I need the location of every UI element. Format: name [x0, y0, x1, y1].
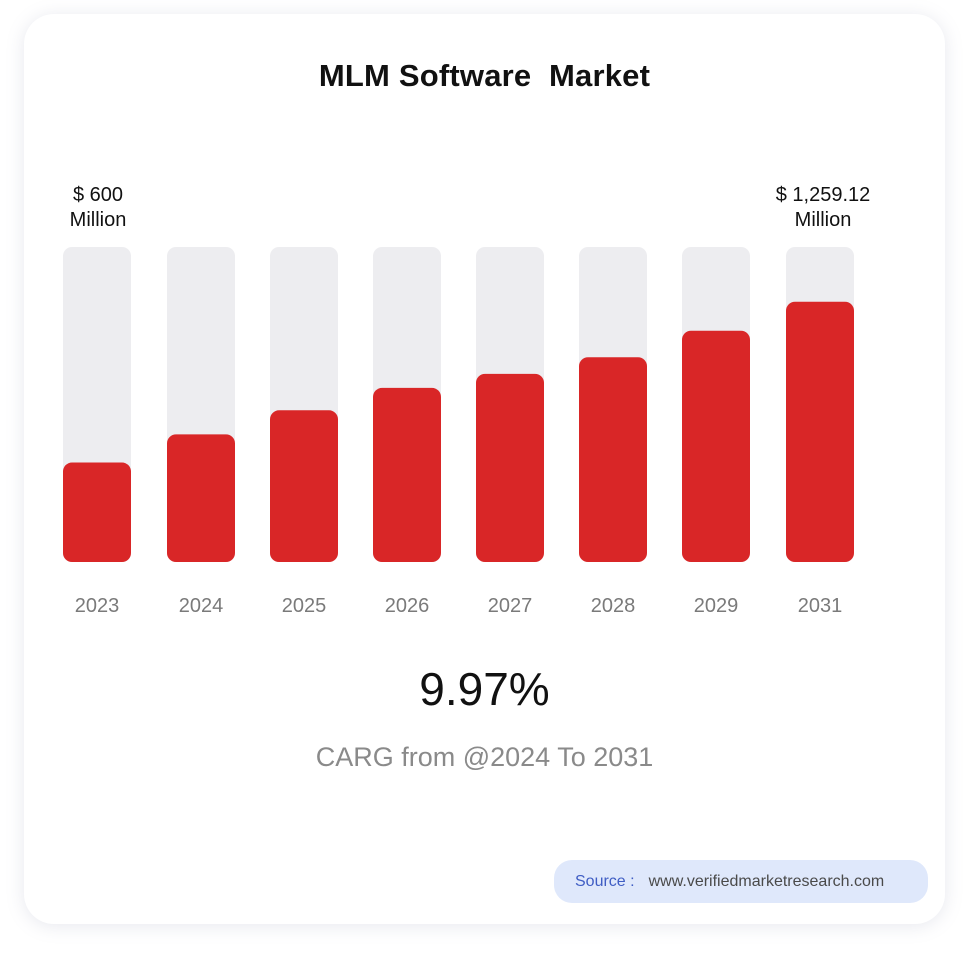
x-tick-label: 2027: [488, 595, 533, 617]
bar-2031: [786, 301, 854, 562]
x-tick-label: 2024: [179, 595, 224, 617]
x-tick-label: 2026: [385, 595, 430, 617]
source-url[interactable]: www.verifiedmarketresearch.com: [648, 872, 885, 890]
x-tick-label: 2025: [282, 595, 327, 617]
source-badge[interactable]: Source : www.verifiedmarketresearch.com: [554, 860, 928, 903]
cagr-value: 9.97%: [419, 663, 550, 715]
bar-2028: [579, 357, 647, 562]
bar-2023: [63, 462, 131, 562]
chart-title: MLM Software Market: [318, 58, 651, 93]
bar-2026: [373, 387, 441, 562]
data-label-end: $ 1,259.12 Million: [776, 184, 871, 231]
bar-2029: [682, 330, 750, 562]
x-tick-label: 2028: [591, 595, 636, 617]
x-tick-label: 2029: [694, 595, 739, 617]
data-label-start: $ 600 Million: [70, 184, 127, 231]
bar-2024: [167, 434, 235, 562]
bar-2027: [476, 373, 544, 562]
bar-chart: 2023 2024 2025 2026 2027 2028 2029 2031 $ 600 Mil…: [63, 184, 871, 617]
x-tick-label: 2031: [798, 595, 843, 617]
cagr-label: CARG from @2024 To 2031: [315, 742, 654, 772]
source-label: Source :: [575, 872, 635, 890]
x-tick-label: 2023: [75, 595, 120, 617]
bar-2025: [270, 410, 338, 562]
